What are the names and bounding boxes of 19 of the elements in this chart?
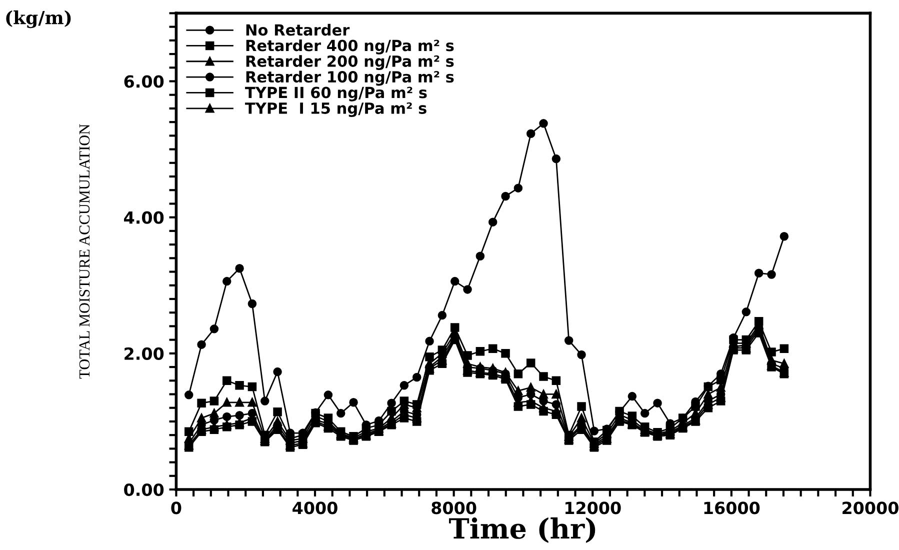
legend-label: Retarder 400 ng/Pa m² s [246, 39, 454, 54]
legend-label: TYPE I 15 ng/Pa m² s [245, 102, 426, 118]
legend-label: Retarder 200 ng/Pa m² s [246, 55, 454, 70]
y-tick-label: 0.00 [124, 483, 164, 496]
y-tick-label: 6.00 [124, 75, 164, 88]
y-axis-title: TOTAL MOISTURE ACCUMULATION [79, 124, 90, 379]
x-tick-label: 0 [171, 502, 182, 514]
y-tick-label: 2.00 [124, 347, 164, 360]
x-tick-label: 4000 [292, 502, 338, 514]
legend-label: No Retarder [246, 24, 350, 36]
y-tick-label: 4.00 [124, 211, 164, 224]
legend-label: TYPE II 60 ng/Pa m² s [245, 86, 427, 102]
x-tick-label: 16000 [704, 502, 760, 514]
x-axis-title: Time (hr) [448, 517, 596, 543]
text: (kg/m) [6, 10, 71, 28]
legend-label: Retarder 100 ng/Pa m² s [246, 70, 454, 86]
x-tick-label: 12000 [566, 502, 621, 514]
x-tick-label: 20000 [842, 502, 898, 514]
x-tick-label: 8000 [432, 502, 476, 514]
